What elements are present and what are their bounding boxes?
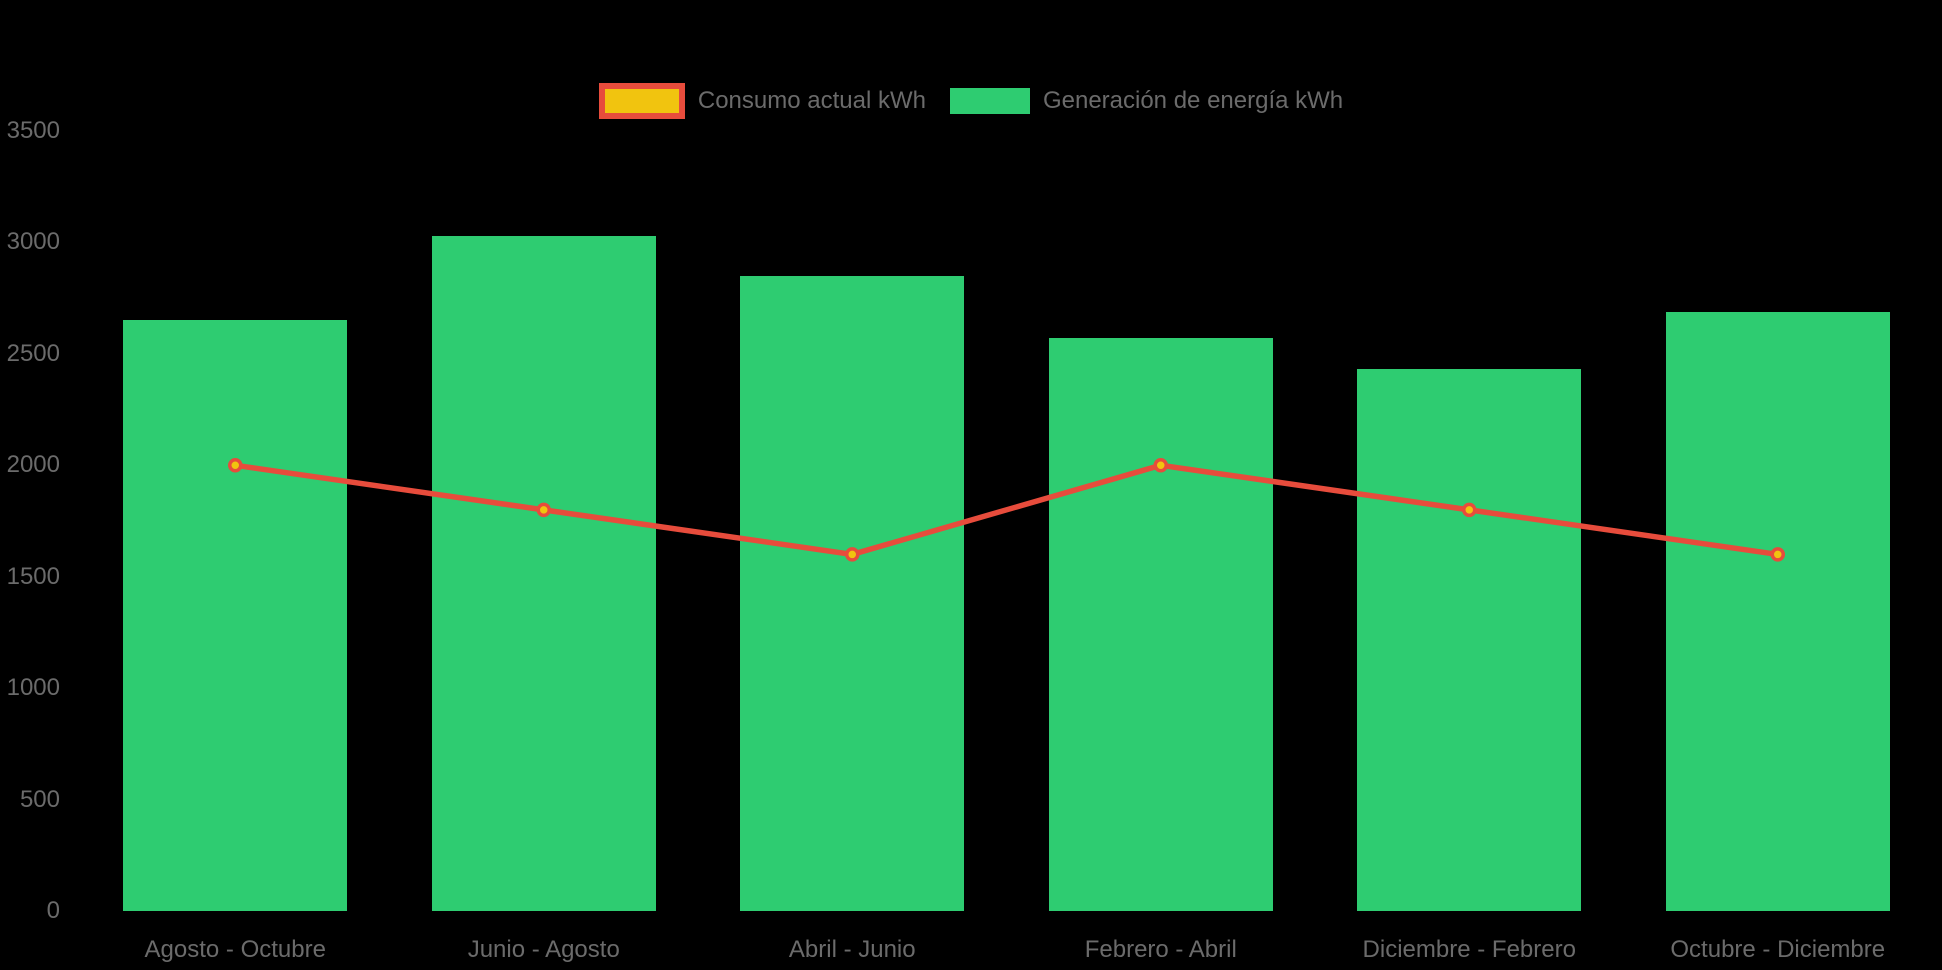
y-tick-label: 1500 xyxy=(6,562,60,590)
generation-bar xyxy=(431,235,656,911)
legend-item-generacion[interactable]: Generación de energía kWh xyxy=(949,87,1344,115)
y-tick-label: 500 xyxy=(19,785,60,813)
x-category-label: Octubre - Diciembre xyxy=(1670,936,1886,963)
y-tick-label: 2000 xyxy=(6,451,60,479)
generation-bar xyxy=(740,275,965,911)
consumo-swatch-icon xyxy=(598,83,685,119)
x-category-label: Junio - Agosto xyxy=(467,936,620,963)
legend: Consumo actual kWh Generación de energía… xyxy=(0,81,1942,121)
generation-bar xyxy=(1357,369,1582,911)
generation-bar xyxy=(123,320,348,911)
x-category-label: Febrero - Abril xyxy=(1084,936,1237,963)
generacion-swatch-icon xyxy=(949,88,1030,114)
y-tick-label: 2500 xyxy=(6,339,60,367)
x-category-label: Diciembre - Febrero xyxy=(1362,936,1576,963)
x-category-label: Abril - Junio xyxy=(788,936,916,963)
y-tick-label: 3000 xyxy=(6,228,60,256)
generation-bar xyxy=(1665,311,1890,911)
legend-label-consumo: Consumo actual kWh xyxy=(697,87,926,114)
legend-label-generacion: Generación de energía kWh xyxy=(1042,87,1344,114)
y-tick-label: 1000 xyxy=(6,674,60,702)
y-tick-label: 3500 xyxy=(6,117,60,144)
y-tick-label: 0 xyxy=(46,897,60,924)
legend-item-consumo[interactable]: Consumo actual kWh xyxy=(598,83,926,119)
generation-bar xyxy=(1048,338,1273,911)
x-category-label: Agosto - Octubre xyxy=(144,936,326,963)
